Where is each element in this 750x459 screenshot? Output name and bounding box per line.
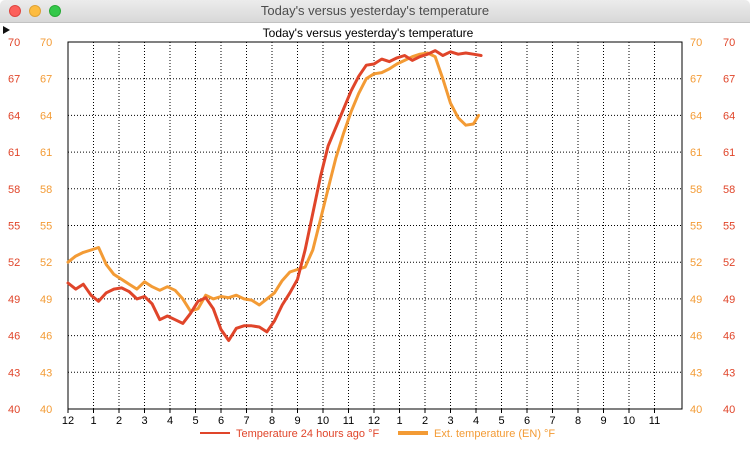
x-tick-label: 8	[269, 415, 275, 427]
grid	[67, 41, 683, 410]
y-axis-left: 40 40 43 43 46 46 49 49 52 52 55 55 58 58 61 61 64 64 67 67…	[8, 37, 52, 416]
y-tick-label-left-outer: 52	[8, 257, 20, 269]
x-tick-label: 4	[473, 415, 479, 427]
x-tick-label: 7	[549, 415, 555, 427]
y-tick-label-left-outer: 55	[8, 221, 20, 233]
x-tick-label: 6	[218, 415, 224, 427]
x-tick-label: 3	[447, 415, 453, 427]
temperature-chart: Today's versus yesterday's temperature 4…	[3, 26, 735, 440]
x-tick-label: 2	[116, 415, 122, 427]
x-tick-label: 6	[524, 415, 530, 427]
plot-frame	[67, 41, 683, 410]
legend-item-ext-temperature-label: Ext. temperature (EN) °F	[434, 428, 555, 440]
y-tick-label-left-inner: 58	[40, 184, 52, 196]
x-tick-label: 5	[498, 415, 504, 427]
x-tick-label: 12	[62, 415, 74, 427]
y-tick-label-left-inner: 61	[40, 147, 52, 159]
y-tick-label-right-inner: 43	[690, 367, 702, 379]
y-tick-label-left-outer: 49	[8, 294, 20, 306]
x-tick-label: 4	[167, 415, 173, 427]
x-axis: 12 1 2 3 4 5 6 7 8 9 10 11 12 1 2 3 4 5 6 7 8 9 10 11	[62, 409, 660, 427]
y-tick-label-left-inner: 43	[40, 367, 52, 379]
y-tick-label-right-inner: 61	[690, 147, 702, 159]
y-tick-label-left-inner: 40	[40, 404, 52, 416]
series-line-ext-temperature	[66, 51, 481, 313]
x-tick-label: 10	[317, 415, 329, 427]
y-tick-label-right-inner: 46	[690, 331, 702, 343]
title-bar[interactable]: Today's versus yesterday's temperature	[0, 0, 750, 23]
y-tick-label-left-inner: 55	[40, 221, 52, 233]
y-tick-label-right-outer: 64	[723, 110, 735, 122]
y-tick-label-left-inner: 67	[40, 74, 52, 86]
legend: Temperature 24 hours ago °F Ext. temperat…	[200, 428, 555, 440]
y-tick-label-left-outer: 58	[8, 184, 20, 196]
y-tick-label-left-outer: 40	[8, 404, 20, 416]
y-tick-label-left-inner: 64	[40, 110, 52, 122]
chart-area: Today's versus yesterday's temperature 4…	[0, 23, 750, 459]
series-line-temperature-24h-ago	[66, 49, 483, 342]
x-tick-label: 1	[396, 415, 402, 427]
y-tick-label-left-outer: 61	[8, 147, 20, 159]
y-tick-label-right-outer: 67	[723, 74, 735, 86]
x-tick-label: 10	[623, 415, 635, 427]
y-tick-label-right-inner: 58	[690, 184, 702, 196]
x-tick-label: 8	[575, 415, 581, 427]
y-tick-label-left-outer: 43	[8, 367, 20, 379]
minimize-window-button[interactable]	[29, 5, 41, 17]
series-lines	[66, 49, 483, 342]
legend-item-temperature-24h-ago-label: Temperature 24 hours ago °F	[236, 428, 379, 440]
y-tick-label-right-outer: 46	[723, 331, 735, 343]
y-tick-label-right-outer: 52	[723, 257, 735, 269]
y-tick-label-left-inner: 46	[40, 331, 52, 343]
y-tick-label-right-outer: 55	[723, 221, 735, 233]
zoom-window-button[interactable]	[49, 5, 61, 17]
y-tick-label-right-inner: 70	[690, 37, 702, 49]
y-tick-label-left-outer: 64	[8, 110, 20, 122]
x-tick-label: 9	[600, 415, 606, 427]
x-tick-label: 11	[343, 415, 354, 427]
chart-title: Today's versus yesterday's temperature	[263, 26, 474, 40]
x-tick-label: 9	[294, 415, 300, 427]
y-tick-label-right-outer: 58	[723, 184, 735, 196]
x-tick-label: 12	[368, 415, 380, 427]
triangle-right-icon[interactable]	[3, 26, 10, 34]
y-tick-label-right-outer: 70	[723, 37, 735, 49]
y-tick-label-right-inner: 40	[690, 404, 702, 416]
y-tick-label-right-inner: 49	[690, 294, 702, 306]
x-tick-label: 1	[90, 415, 96, 427]
y-tick-label-right-outer: 40	[723, 404, 735, 416]
close-window-button[interactable]	[9, 5, 21, 17]
y-tick-label-left-outer: 70	[8, 37, 20, 49]
window-title: Today's versus yesterday's temperature	[260, 3, 490, 18]
y-tick-label-right-inner: 55	[690, 221, 702, 233]
y-tick-label-left-inner: 70	[40, 37, 52, 49]
x-tick-label: 11	[649, 415, 660, 427]
y-tick-label-right-outer: 43	[723, 367, 735, 379]
x-tick-label: 5	[192, 415, 198, 427]
y-tick-label-right-inner: 64	[690, 110, 702, 122]
y-tick-label-right-outer: 61	[723, 147, 735, 159]
y-tick-label-left-inner: 49	[40, 294, 52, 306]
y-tick-label-left-outer: 46	[8, 331, 20, 343]
x-tick-label: 2	[422, 415, 428, 427]
y-axis-right: 40 40 43 43 46 46 49 49 52 52 55 55 58 58 61 61 64 64 67 67…	[690, 37, 735, 416]
y-tick-label-right-outer: 49	[723, 294, 735, 306]
x-tick-label: 3	[141, 415, 147, 427]
y-tick-label-left-outer: 67	[8, 74, 20, 86]
y-tick-label-right-inner: 52	[690, 257, 702, 269]
y-tick-label-right-inner: 67	[690, 74, 702, 86]
y-tick-label-left-inner: 52	[40, 257, 52, 269]
x-tick-label: 7	[243, 415, 249, 427]
